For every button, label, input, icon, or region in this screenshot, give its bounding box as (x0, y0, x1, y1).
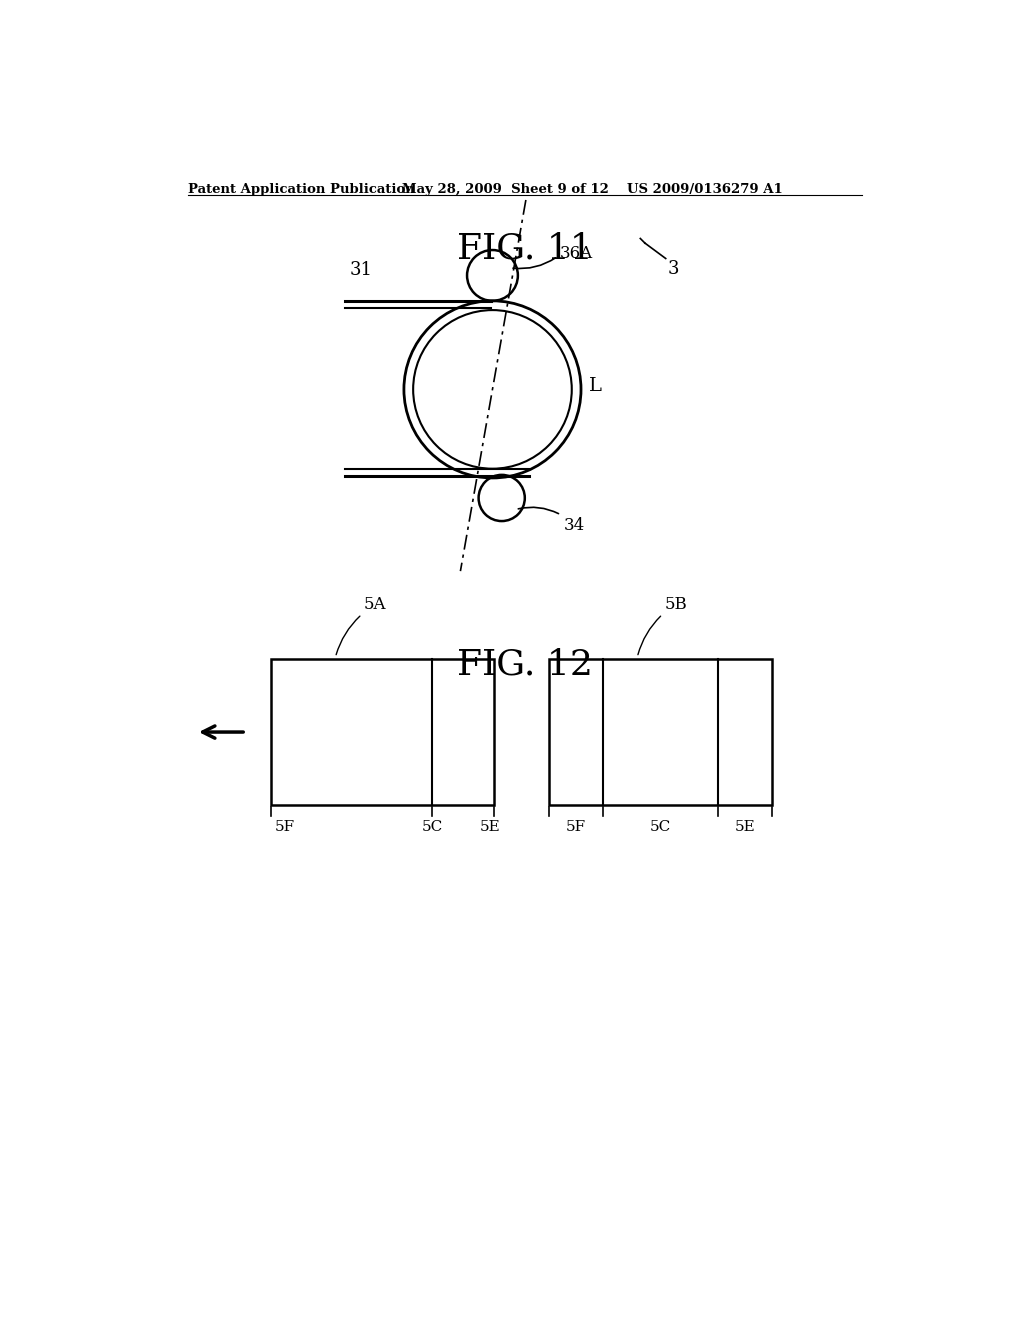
Text: May 28, 2009  Sheet 9 of 12: May 28, 2009 Sheet 9 of 12 (401, 183, 608, 197)
Text: FIG. 11: FIG. 11 (457, 231, 593, 265)
Text: L: L (589, 376, 602, 395)
Text: Patent Application Publication: Patent Application Publication (188, 183, 415, 197)
Text: 34: 34 (563, 517, 585, 535)
Text: FIG. 12: FIG. 12 (457, 647, 593, 681)
Text: 5C: 5C (422, 820, 443, 834)
Text: 5E: 5E (734, 820, 756, 834)
Text: 5F: 5F (274, 820, 295, 834)
Bar (432, 659, 494, 805)
Text: 5A: 5A (364, 595, 386, 612)
Text: US 2009/0136279 A1: US 2009/0136279 A1 (628, 183, 783, 197)
Bar (270, 659, 494, 805)
Text: 3: 3 (668, 260, 680, 279)
Text: 5E: 5E (480, 820, 501, 834)
Bar (718, 659, 772, 805)
Text: 5B: 5B (665, 595, 687, 612)
Bar (602, 659, 718, 805)
Text: 5C: 5C (649, 820, 671, 834)
Text: 5F: 5F (565, 820, 586, 834)
Text: 36A: 36A (560, 246, 593, 263)
Bar (270, 659, 432, 805)
Bar (549, 659, 602, 805)
Text: 31: 31 (349, 261, 373, 280)
Bar (549, 659, 772, 805)
